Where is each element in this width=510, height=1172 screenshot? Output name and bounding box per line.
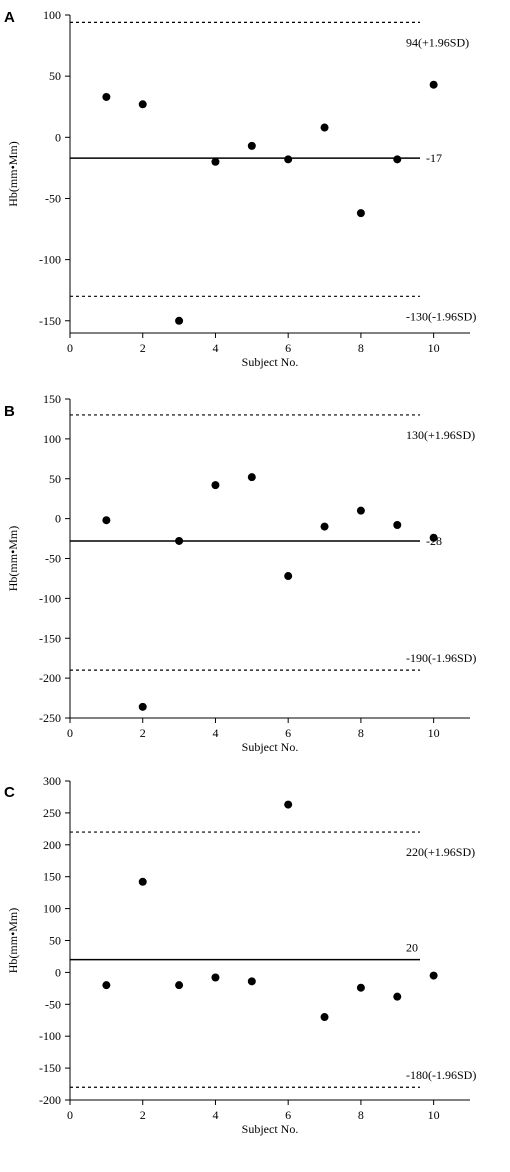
panel-a-y-tick-label: 100	[43, 8, 61, 22]
panel-b-y-tick-label: -150	[39, 631, 61, 645]
panel-a-data-point	[211, 157, 220, 166]
panel-b-x-tick-label: 10	[428, 726, 440, 740]
panel-b-data-point	[138, 702, 147, 711]
panel-b-y-tick-label: -100	[39, 591, 61, 605]
panel-c-x-tick-label: 10	[428, 1108, 440, 1122]
panel-c-ref-line-label: 20	[406, 941, 418, 955]
panel-c-y-tick-label: -50	[45, 997, 61, 1011]
panel-c-x-tick-label: 2	[140, 1108, 146, 1122]
panel-c-y-tick-label: -150	[39, 1061, 61, 1075]
panel-b-data-point	[102, 516, 111, 525]
panel-b-x-tick-label: 4	[212, 726, 218, 740]
panel-c-data-point	[175, 981, 184, 990]
panel-b-x-tick-label: 0	[67, 726, 73, 740]
panel-c-data-point	[102, 981, 111, 990]
panel-a-data-point	[102, 92, 111, 101]
panel-c-y-tick-label: 0	[55, 965, 61, 979]
panel-a-data-point	[175, 316, 184, 325]
panel-b-y-tick-label: 100	[43, 432, 61, 446]
panel-c-ref-line-label: 220(+1.96SD)	[406, 845, 475, 859]
panel-a-y-tick-label: 0	[55, 130, 61, 144]
panel-a-label: A	[4, 9, 15, 26]
panel-c-data-point	[393, 992, 402, 1001]
panel-a-x-tick-label: 10	[428, 341, 440, 355]
panel-b-data-point	[393, 521, 402, 530]
panel-c-label: C	[4, 784, 15, 801]
panel-c-x-tick-label: 6	[285, 1108, 291, 1122]
panel-b-data-point	[429, 533, 438, 542]
panel-c-data-point	[284, 800, 293, 809]
panel-b-x-tick-label: 6	[285, 726, 291, 740]
panel-b-y-tick-label: -250	[39, 711, 61, 725]
panel-a-x-tick-label: 0	[67, 341, 73, 355]
panel-a-data-point	[320, 123, 329, 132]
panel-c-y-tick-label: 200	[43, 838, 61, 852]
panel-c-x-tick-label: 8	[358, 1108, 364, 1122]
panel-a-data-point	[429, 80, 438, 89]
panel-c-y-tick-label: -100	[39, 1029, 61, 1043]
panel-a-x-tick-label: 2	[140, 341, 146, 355]
panel-c-data-point	[138, 877, 147, 886]
panel-c-y-tick-label: 100	[43, 902, 61, 916]
panel-b-y-tick-label: -200	[39, 671, 61, 685]
panel-c-y-axis-title: Hb(mm•Mm)	[6, 908, 20, 974]
panel-c-data-point	[320, 1013, 329, 1022]
panel-c-x-axis-title: Subject No.	[242, 1122, 299, 1136]
panel-c-ref-line-label: -180(-1.96SD)	[406, 1068, 476, 1082]
panel-b-ref-line-label: 130(+1.96SD)	[406, 428, 475, 442]
panel-c-y-tick-label: 50	[49, 934, 61, 948]
panel-c-data-point	[429, 971, 438, 980]
panel-a-ref-line-label: 94(+1.96SD)	[406, 35, 469, 49]
panel-b-label: B	[4, 403, 15, 420]
panel-a-data-point	[247, 141, 256, 150]
panel-b-data-point	[320, 522, 329, 531]
panel-a-ref-line-label: -17	[426, 151, 442, 165]
panel-b-ref-line-label: -190(-1.96SD)	[406, 651, 476, 665]
panel-b-y-tick-label: 0	[55, 512, 61, 526]
panel-a-y-tick-label: -50	[45, 191, 61, 205]
panel-c-data-point	[211, 973, 220, 982]
panel-c-data-point	[247, 977, 256, 986]
panel-c-x-tick-label: 0	[67, 1108, 73, 1122]
panel-b-x-axis-title: Subject No.	[242, 740, 299, 754]
panel-a-x-tick-label: 8	[358, 341, 364, 355]
panel-a-y-tick-label: -100	[39, 253, 61, 267]
panel-a-y-tick-label: -150	[39, 314, 61, 328]
panel-c-x-tick-label: 4	[212, 1108, 218, 1122]
panel-c-y-tick-label: -200	[39, 1093, 61, 1107]
panel-b-data-point	[356, 506, 365, 515]
panel-a-data-point	[284, 155, 293, 164]
panel-c-y-tick-label: 300	[43, 774, 61, 788]
panel-b-x-tick-label: 2	[140, 726, 146, 740]
panel-c-y-tick-label: 150	[43, 870, 61, 884]
panel-b-y-tick-label: -50	[45, 552, 61, 566]
panel-b-data-point	[247, 473, 256, 482]
panel-a-data-point	[393, 155, 402, 164]
panel-b-data-point	[175, 536, 184, 545]
panel-b-data-point	[284, 572, 293, 581]
panel-a-y-tick-label: 50	[49, 69, 61, 83]
panel-a-x-tick-label: 4	[212, 341, 218, 355]
panel-b-x-tick-label: 8	[358, 726, 364, 740]
panel-a-x-axis-title: Subject No.	[242, 355, 299, 369]
panel-b-y-tick-label: 150	[43, 392, 61, 406]
panel-c-y-tick-label: 250	[43, 806, 61, 820]
panel-b-y-tick-label: 50	[49, 472, 61, 486]
panel-c-data-point	[356, 983, 365, 992]
panel-a-x-tick-label: 6	[285, 341, 291, 355]
panel-a-data-point	[356, 209, 365, 218]
panel-a-data-point	[138, 100, 147, 109]
panel-a-y-axis-title: Hb(mm•Mm)	[6, 141, 20, 207]
panel-b-y-axis-title: Hb(mm•Mm)	[6, 526, 20, 592]
panel-b-data-point	[211, 481, 220, 490]
panel-a-ref-line-label: -130(-1.96SD)	[406, 309, 476, 323]
